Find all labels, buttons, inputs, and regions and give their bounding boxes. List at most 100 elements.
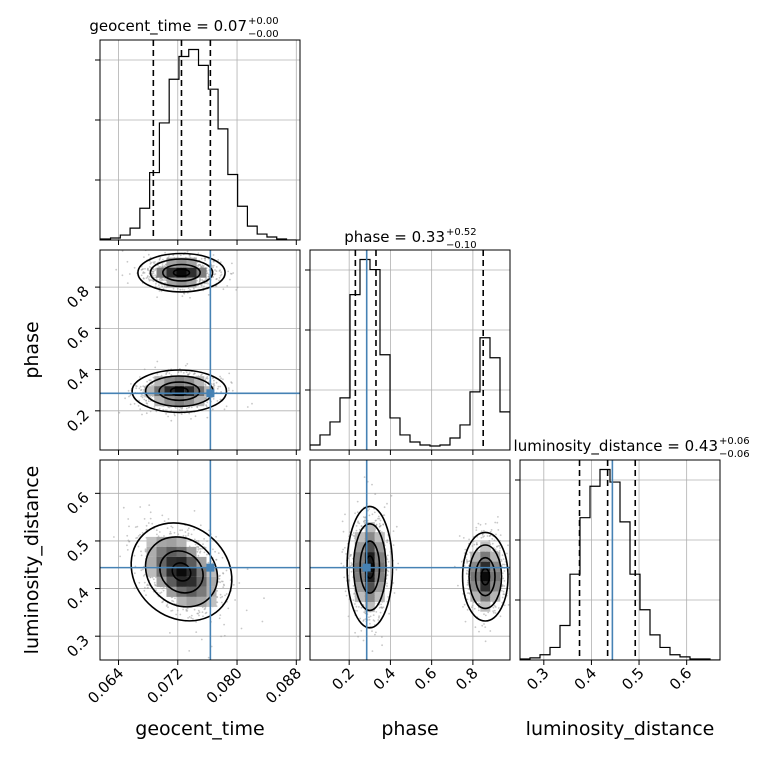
density-cell: [354, 592, 365, 603]
sample-point: [151, 522, 154, 525]
sample-point: [199, 263, 201, 266]
sample-point: [202, 280, 204, 282]
sample-point: [164, 279, 166, 282]
sample-point: [154, 269, 157, 271]
sample-point: [219, 593, 222, 596]
sample-point: [478, 630, 480, 633]
sample-point: [476, 543, 478, 546]
sample-point: [184, 531, 187, 533]
sample-point: [484, 640, 487, 643]
hist-bars-luminosity-distance: [520, 468, 720, 660]
density-cell: [364, 522, 375, 533]
density-cell: [354, 582, 365, 593]
sample-point: [493, 539, 496, 542]
sample-point: [133, 266, 136, 269]
sample-point: [187, 527, 190, 530]
sample-point: [178, 408, 181, 411]
sample-point: [484, 614, 487, 617]
x-tick-label: 0.4: [571, 664, 601, 694]
sample-point: [215, 381, 218, 384]
density-cell: [164, 396, 175, 407]
sample-point: [219, 581, 222, 584]
sample-point: [212, 264, 215, 267]
sample-point: [158, 258, 161, 260]
sample-point: [486, 535, 489, 537]
sample-point: [164, 251, 167, 254]
sample-point: [219, 274, 222, 277]
sample-point: [342, 548, 344, 551]
sample-point: [342, 530, 345, 533]
sample-point: [133, 587, 136, 590]
sample-point: [220, 580, 223, 583]
sample-point: [493, 609, 496, 612]
sample-point: [147, 253, 150, 256]
sample-point: [171, 609, 174, 612]
sample-point: [186, 409, 188, 412]
sample-point: [213, 382, 215, 385]
density-cell: [154, 396, 165, 407]
sample-point: [149, 262, 152, 265]
sample-point: [502, 593, 505, 596]
sample-point: [143, 277, 145, 280]
sample-point: [185, 609, 188, 612]
sample-point: [228, 389, 230, 391]
sample-point: [341, 551, 344, 553]
sample-point: [177, 533, 180, 536]
sample-point: [186, 607, 189, 610]
sample-point: [397, 562, 400, 565]
density-cell: [146, 546, 157, 557]
sample-point: [219, 614, 222, 616]
density-cell: [164, 386, 175, 397]
density-cell: [490, 581, 501, 592]
sample-point: [154, 584, 157, 587]
sample-point: [350, 562, 353, 564]
sample-point: [488, 539, 491, 542]
sample-point: [378, 517, 381, 520]
sample-point: [203, 538, 206, 540]
sample-point: [139, 389, 142, 392]
sample-point: [352, 532, 355, 534]
sample-point: [140, 274, 143, 277]
sample-point: [207, 294, 210, 296]
sample-point: [204, 259, 207, 262]
sample-point: [190, 533, 193, 536]
density-cell: [156, 546, 167, 557]
density-cell: [470, 551, 481, 562]
sample-point: [386, 541, 388, 544]
sample-point: [471, 545, 474, 547]
density-cells: [354, 522, 385, 613]
sample-point: [381, 636, 383, 638]
sample-point: [386, 554, 389, 557]
contour-level-3: [172, 268, 191, 278]
sample-point: [373, 511, 376, 514]
density-cell: [364, 592, 375, 603]
density-cells: [156, 257, 207, 288]
sample-point: [236, 286, 239, 289]
sample-point: [387, 560, 390, 563]
sample-point: [152, 270, 154, 273]
sample-point: [157, 264, 159, 267]
sample-point: [136, 525, 139, 528]
sample-point: [163, 535, 165, 537]
sample-point: [240, 627, 243, 630]
sample-point: [386, 585, 388, 587]
sample-point: [379, 611, 382, 614]
sample-point: [152, 268, 155, 271]
sample-point: [166, 604, 169, 606]
sample-point: [148, 276, 151, 278]
sample-point: [506, 552, 508, 555]
sample-point: [229, 278, 231, 281]
sample-point: [155, 589, 157, 592]
sample-point: [187, 534, 190, 537]
sample-point: [369, 622, 371, 625]
density-cell: [186, 267, 197, 278]
sample-point: [371, 483, 373, 486]
sample-point: [215, 535, 218, 538]
sample-point: [475, 526, 478, 529]
sample-point: [467, 579, 469, 582]
sample-point: [202, 615, 204, 618]
sample-point: [207, 656, 210, 659]
sample-point: [188, 545, 191, 548]
density-cell: [364, 582, 375, 593]
sample-point: [358, 522, 361, 525]
